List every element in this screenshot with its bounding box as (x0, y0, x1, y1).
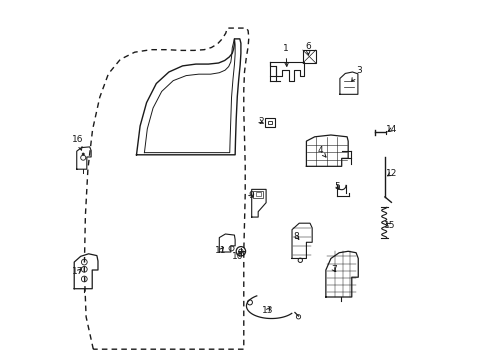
Text: 3: 3 (351, 66, 361, 81)
Circle shape (82, 153, 84, 155)
Bar (267, 121, 271, 124)
Text: 16: 16 (72, 135, 84, 150)
Text: 12: 12 (385, 169, 396, 178)
Text: 10: 10 (232, 252, 244, 261)
Bar (253, 191, 263, 198)
Text: 17: 17 (72, 267, 84, 276)
Text: 11: 11 (215, 246, 226, 255)
Text: 7: 7 (330, 265, 336, 274)
Bar (255, 192, 260, 196)
Text: 14: 14 (385, 125, 396, 134)
Text: 6: 6 (305, 41, 310, 55)
Text: 15: 15 (383, 220, 394, 230)
Bar (302, 50, 315, 63)
Text: 9: 9 (247, 191, 253, 199)
Text: 8: 8 (293, 233, 299, 242)
Text: 13: 13 (262, 306, 273, 315)
Text: 4: 4 (317, 146, 325, 157)
Text: 1: 1 (283, 44, 288, 66)
Text: 2: 2 (257, 117, 263, 126)
Text: 5: 5 (334, 182, 340, 191)
Bar (264, 118, 274, 127)
